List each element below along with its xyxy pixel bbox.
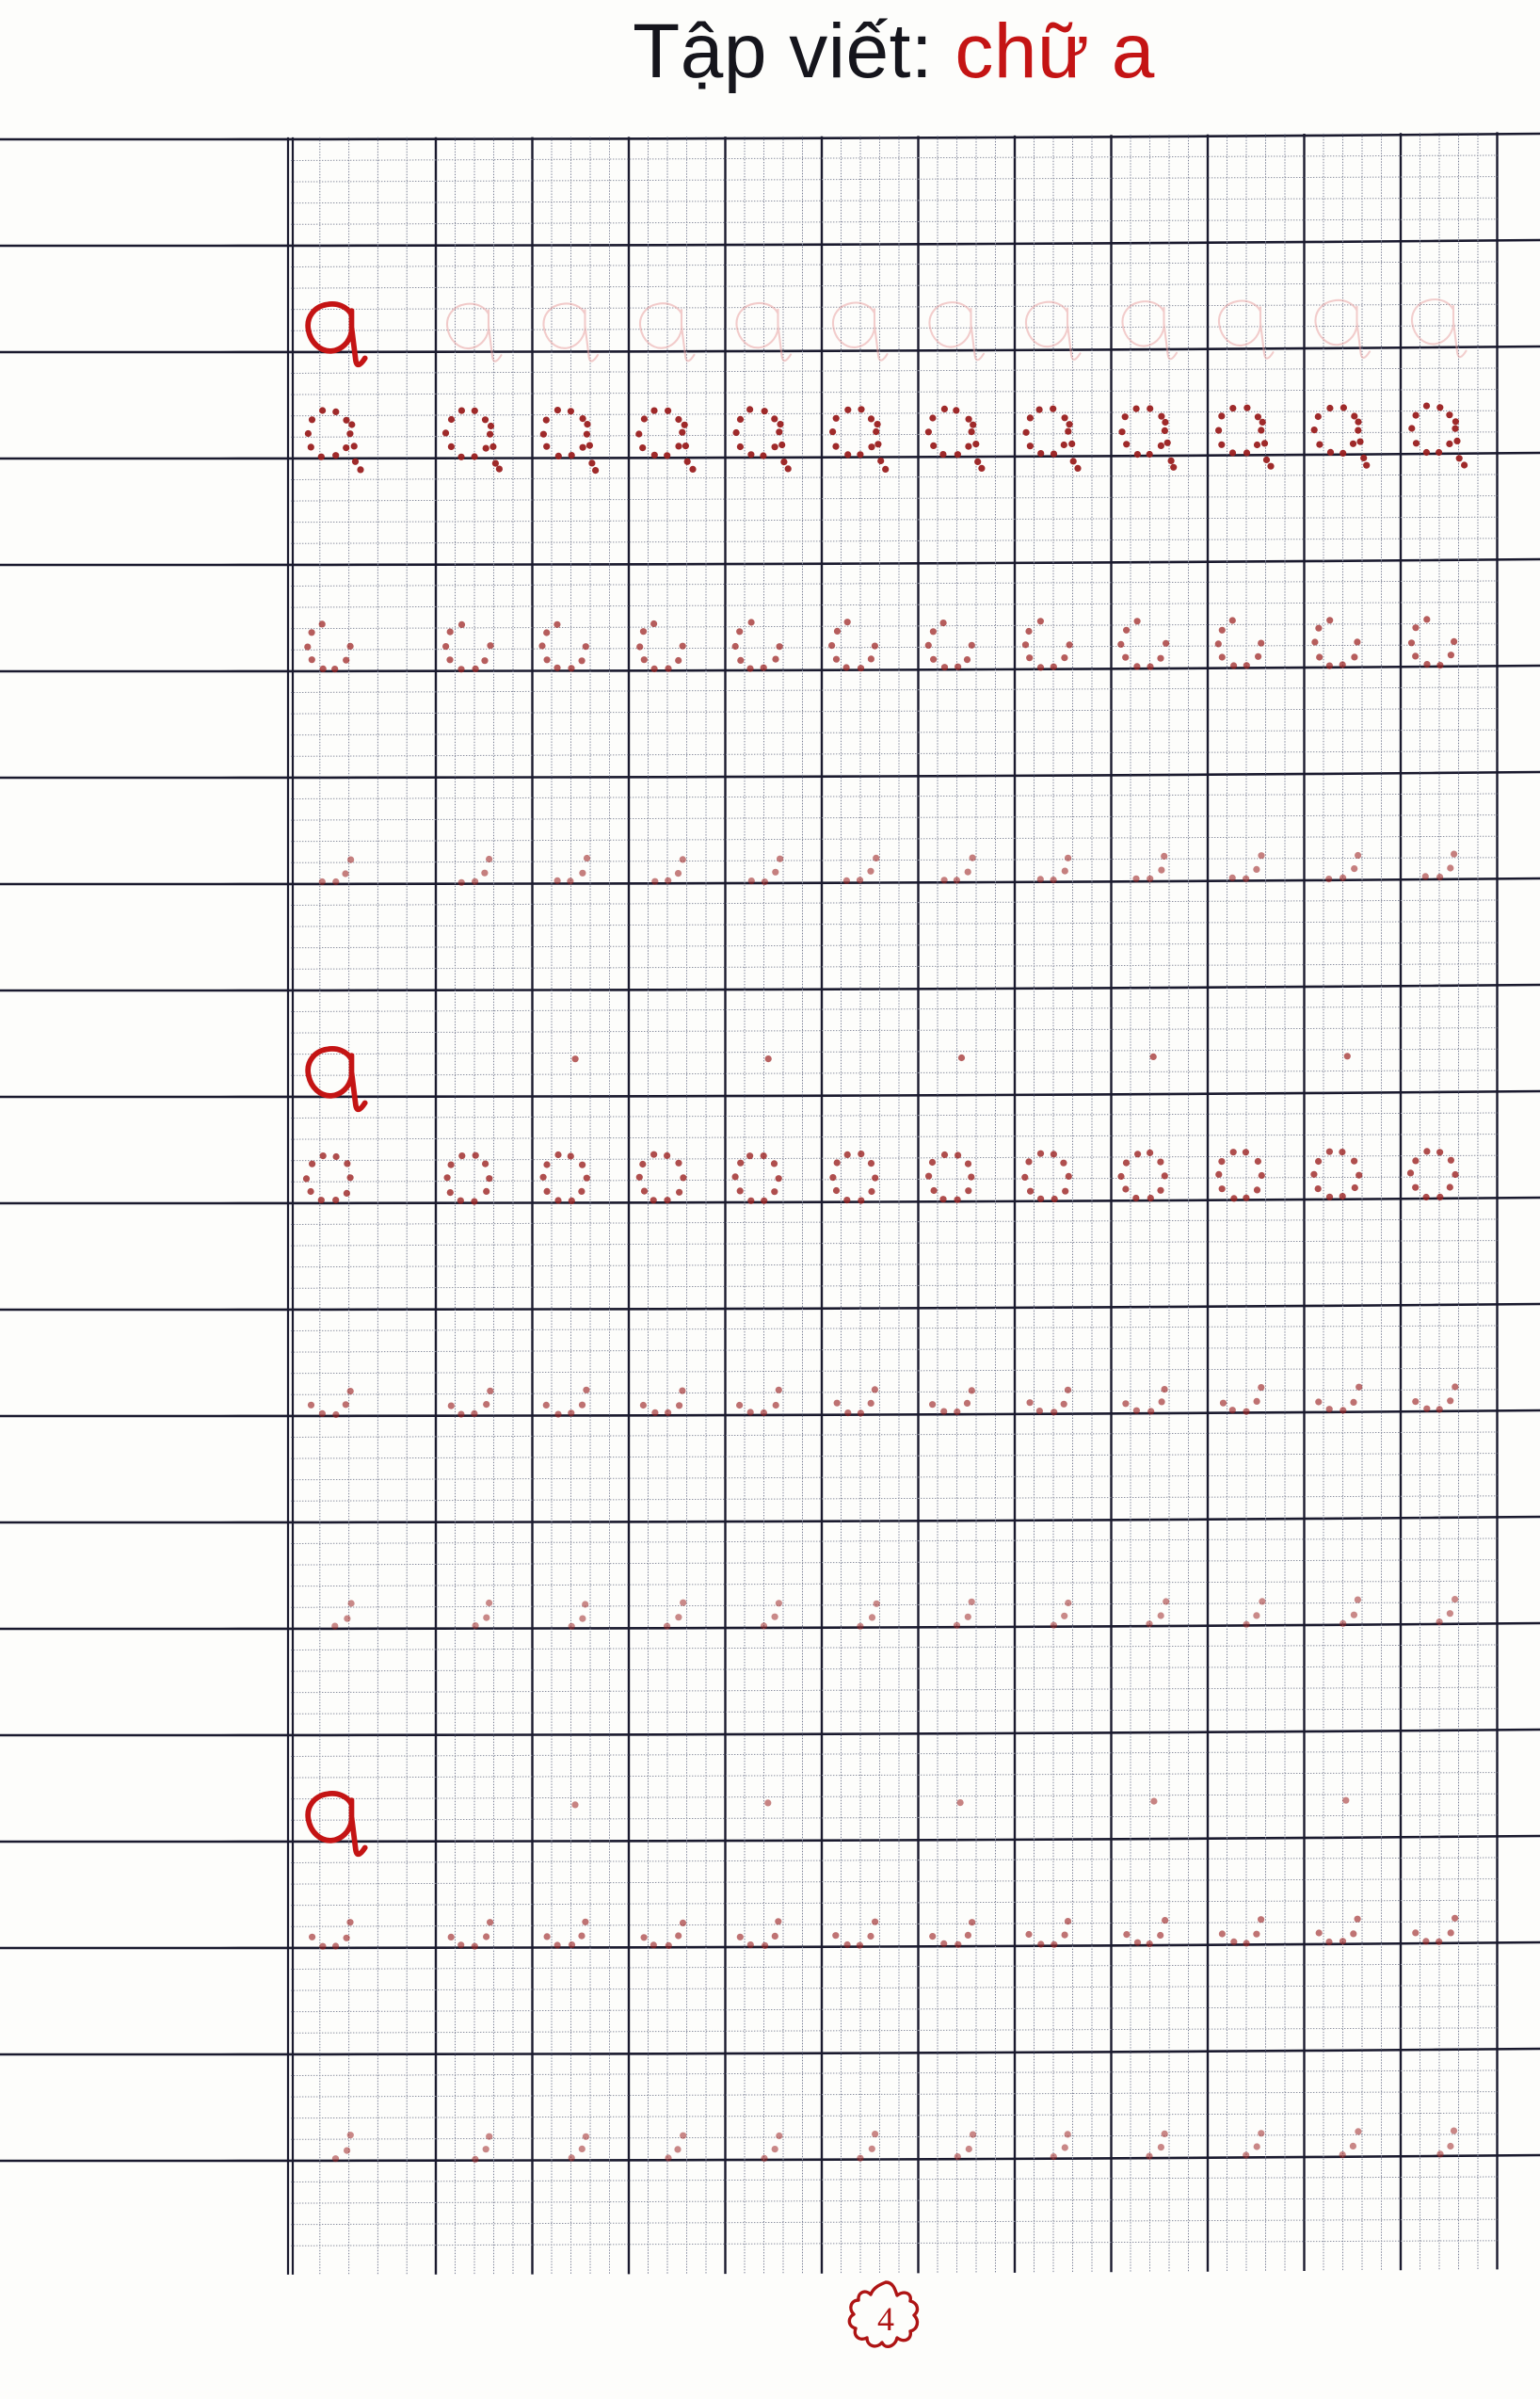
svg-text:4: 4	[877, 2300, 894, 2338]
